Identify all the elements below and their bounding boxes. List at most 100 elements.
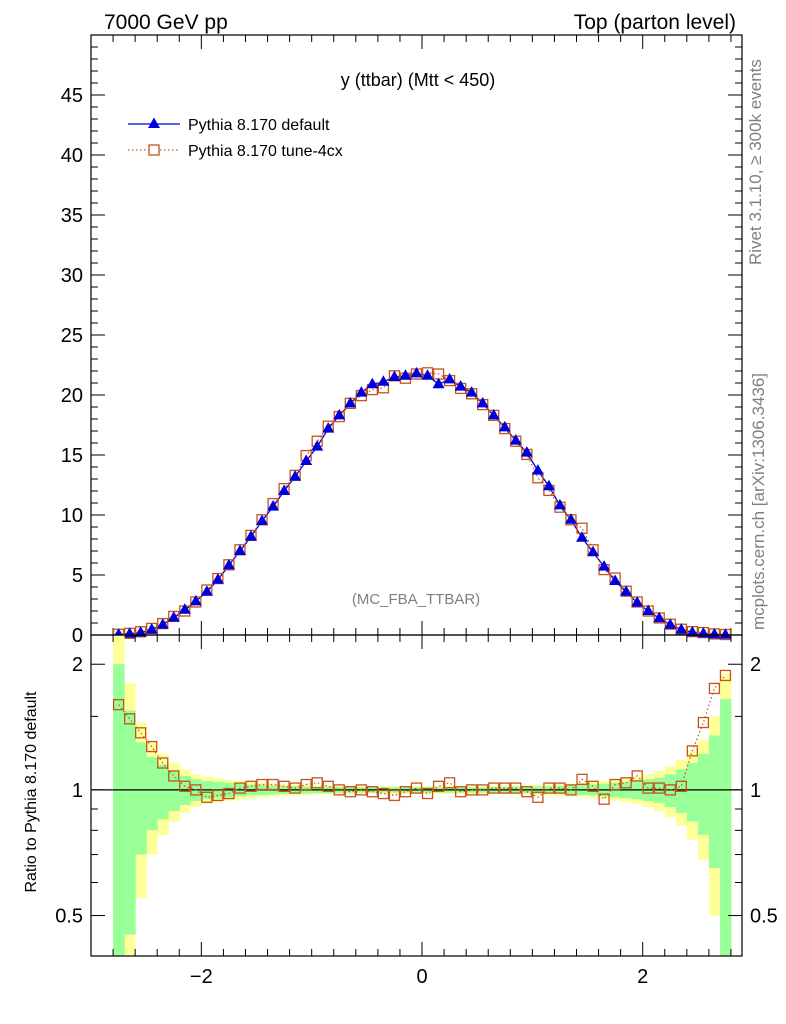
data-point-default: [686, 625, 699, 637]
header-right: Top (parton level): [574, 11, 736, 34]
ratio-y-tick-label-right: 2: [750, 654, 761, 676]
ratio-data-point-tune: [521, 786, 533, 798]
ratio-data-point-tune: [212, 789, 224, 802]
data-point-default: [476, 396, 489, 408]
data-point-default: [410, 366, 423, 378]
ratio-data-point-tune: [532, 791, 544, 803]
data-point-default: [708, 627, 721, 639]
data-point-default: [487, 408, 500, 420]
legend-triangle-marker: [148, 117, 160, 128]
ratio-data-point-tune: [123, 713, 136, 725]
data-point-default: [300, 454, 313, 465]
uncertainty-band-inner: [708, 735, 721, 868]
data-point-default: [256, 514, 269, 525]
ratio-data-point-tune: [554, 782, 566, 794]
ratio-data-point-tune: [311, 777, 323, 789]
mcplots-label: mcplots.cern.ch [arXiv:1306.3436]: [749, 373, 768, 630]
data-point-default: [355, 386, 368, 397]
ratio-data-point-tune: [344, 786, 356, 798]
ratio-data-point-tune: [719, 669, 732, 682]
legend: Pythia 8.170 default Pythia 8.170 tune-4…: [128, 117, 343, 160]
uncertainty-band-inner: [135, 742, 147, 855]
data-point-default: [322, 422, 335, 433]
ratio-data-point-tune: [708, 682, 721, 695]
data-point-default: [498, 420, 511, 432]
watermark: (MC_FBA_TTBAR): [352, 591, 480, 608]
data-point-default: [631, 596, 644, 607]
data-point-default: [664, 618, 677, 629]
ratio-plot-frame: [90, 634, 743, 957]
ratio-data-point-tune: [510, 782, 522, 794]
uncertainty-band-inner: [146, 756, 158, 831]
ratio-data-point-tune: [543, 782, 555, 794]
plot-title: y (ttbar) (Mtt < 450): [341, 70, 496, 90]
data-point-default: [167, 611, 180, 622]
ratio-data-point-tune: [664, 784, 676, 796]
y-tick-label: 0: [72, 625, 83, 647]
data-point-default: [344, 396, 357, 408]
ratio-data-point-tune: [598, 793, 610, 805]
y-tick-label: 15: [61, 445, 83, 467]
ratio-data-point-tune: [675, 780, 687, 792]
ratio-data-point-tune: [587, 780, 599, 792]
ratio-data-point-tune: [477, 784, 489, 796]
data-point-default: [620, 585, 633, 596]
y-tick-label: 40: [61, 145, 83, 167]
ratio-data-point-tune: [421, 787, 434, 800]
y-tick-label: 5: [72, 565, 83, 587]
ratio-data-point-tune: [377, 787, 390, 800]
data-point-default: [719, 628, 732, 639]
y-tick-label: 20: [61, 385, 83, 407]
ratio-data-point-tune: [410, 782, 423, 794]
data-point-default: [564, 513, 577, 524]
ratio-data-point-tune: [631, 770, 643, 782]
ratio-panel: 0.5 0.5 1 1 2 2 −2 0 2: [55, 635, 778, 988]
main-panel: 0 5 10 15 20 25 30 35 40 45: [61, 35, 742, 647]
ratio-data-point-tune: [620, 777, 632, 789]
ratio-data-point-tune: [454, 786, 467, 798]
data-point-default: [576, 531, 589, 542]
data-point-default: [432, 377, 445, 389]
ratio-data-point-tune: [388, 789, 401, 802]
ratio-data-point-tune: [223, 787, 235, 800]
uncertainty-band-inner: [124, 710, 136, 935]
ratio-y-tick-label-right: 1: [750, 780, 761, 802]
ratio-data-point-tune: [466, 784, 478, 796]
ratio-data-point-tune: [642, 782, 654, 794]
data-point-default: [366, 377, 379, 389]
data-point-default: [333, 408, 346, 420]
ratio-data-point-tune: [146, 740, 158, 753]
data-point-default: [520, 446, 533, 457]
data-point-default: [145, 623, 158, 634]
uncertainty-band-inner: [719, 699, 732, 956]
data-point-default: [642, 604, 655, 615]
ratio-data-point-tune: [201, 791, 213, 803]
data-point-default: [553, 498, 566, 510]
uncertainty-band-inner: [113, 664, 125, 956]
data-point-default: [675, 623, 688, 634]
uncertainty-band-inner: [697, 753, 710, 835]
uncertainty-band-inner: [664, 774, 677, 807]
y-tick-label: 45: [61, 85, 83, 107]
ratio-y-tick-label: 0.5: [55, 906, 83, 928]
data-point-default: [267, 500, 280, 511]
data-point-default: [222, 558, 235, 570]
ratio-data-point-tune: [399, 786, 412, 798]
data-point-default: [697, 627, 710, 638]
data-point-default: [377, 375, 390, 386]
ratio-data-point-tune: [697, 716, 710, 729]
ratio-data-point-tune: [432, 780, 445, 792]
data-point-default: [244, 530, 257, 541]
ratio-data-point-tune: [333, 784, 345, 796]
ratio-data-point-tune: [168, 770, 180, 782]
ratio-data-point-tune: [653, 782, 665, 794]
data-point-default: [598, 560, 611, 571]
data-point-default: [134, 626, 147, 637]
ratio-data-point-tune: [499, 782, 511, 794]
ratio-y-tick-label-right: 0.5: [750, 906, 778, 928]
data-point-default: [189, 594, 202, 606]
data-point-default: [454, 380, 467, 391]
legend-label-default: Pythia 8.170 default: [188, 117, 330, 134]
data-point-default: [289, 470, 302, 481]
